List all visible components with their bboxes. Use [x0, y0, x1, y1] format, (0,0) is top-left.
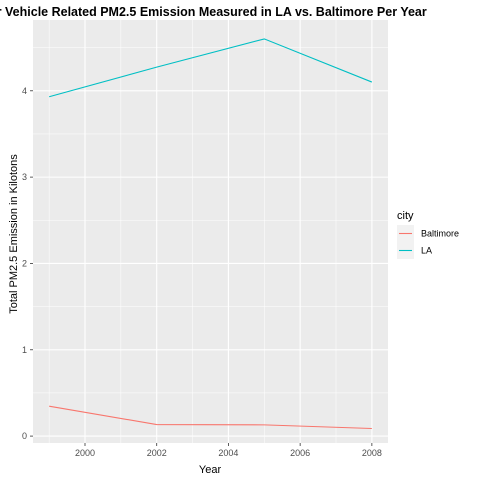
x-tick-label: 2004 — [218, 448, 238, 458]
legend-label-baltimore: Baltimore — [421, 229, 459, 239]
legend-label-la: LA — [421, 246, 432, 256]
y-tick-label: 1 — [22, 345, 27, 355]
y-axis-title: Total PM2.5 Emission in Kilotons — [8, 154, 20, 314]
x-tick-label: 2008 — [362, 448, 382, 458]
y-tick-label: 3 — [22, 172, 27, 182]
x-tick-label: 2006 — [290, 448, 310, 458]
y-tick-label: 0 — [22, 431, 27, 441]
y-tick-label: 2 — [22, 258, 27, 268]
chart-title: otor Vehicle Related PM2.5 Emission Meas… — [0, 5, 427, 19]
legend-title: city — [397, 210, 414, 222]
x-tick-label: 2000 — [75, 448, 95, 458]
x-axis-title: Year — [199, 464, 222, 476]
y-tick-label: 4 — [22, 86, 27, 96]
plot-panel — [33, 20, 388, 443]
x-tick-label: 2002 — [147, 448, 167, 458]
